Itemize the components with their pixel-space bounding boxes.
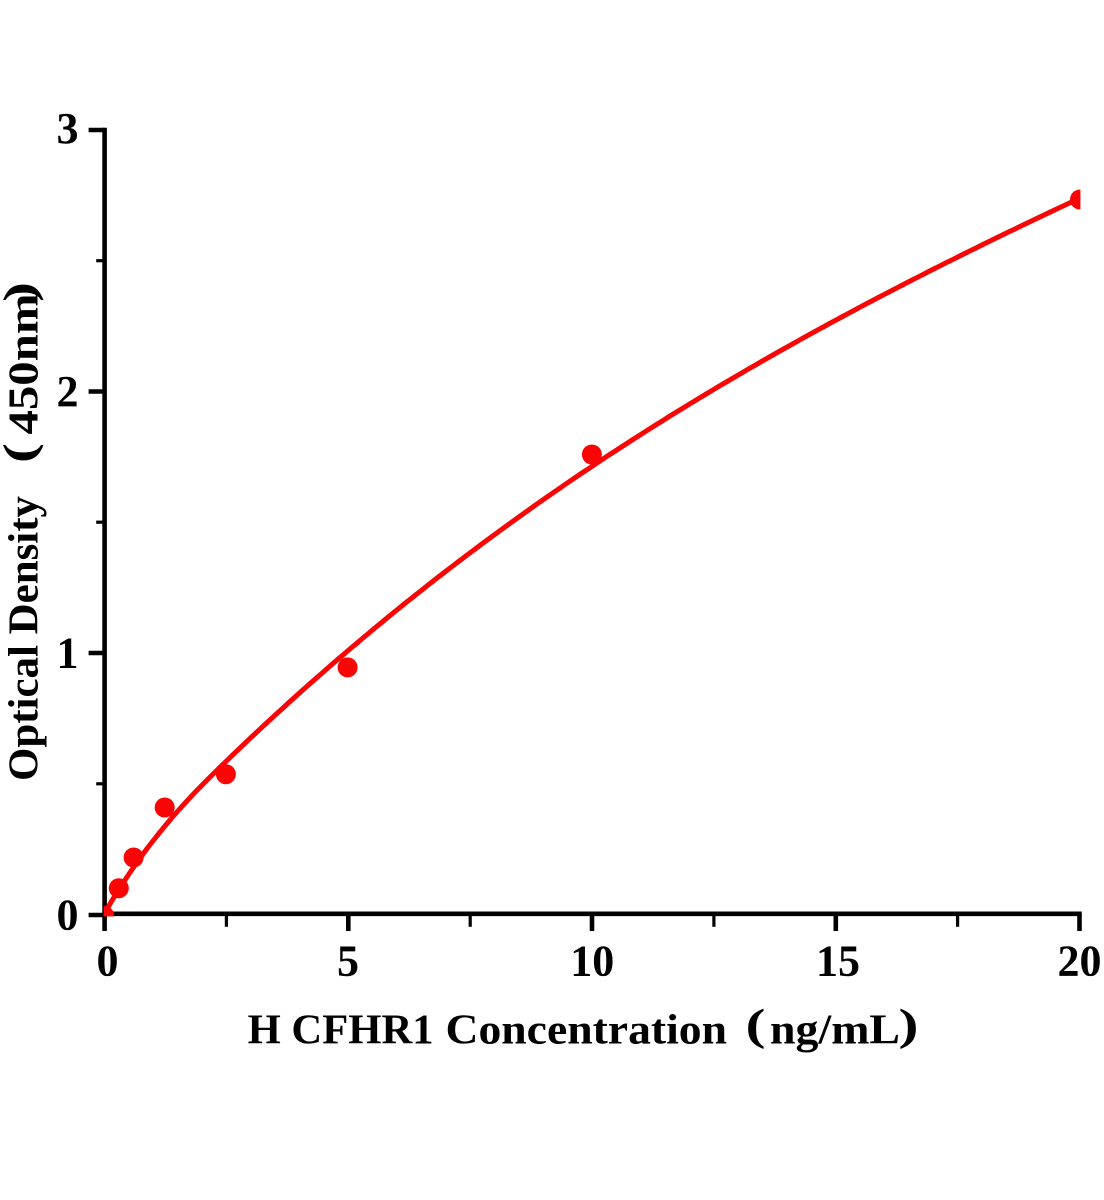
svg-text:ng/mL: ng/mL <box>770 1007 900 1054</box>
svg-text:15: 15 <box>816 937 860 986</box>
svg-text:(: ( <box>746 999 766 1049</box>
svg-text:0: 0 <box>57 891 79 940</box>
svg-text:H CFHR1: H CFHR1 <box>248 1007 434 1054</box>
svg-text:5: 5 <box>337 937 359 986</box>
svg-text:1: 1 <box>57 629 79 678</box>
svg-text:2: 2 <box>57 367 79 416</box>
svg-text:450nm: 450nm <box>1 294 48 435</box>
svg-text:): ) <box>899 999 919 1049</box>
svg-text:Concentration: Concentration <box>446 1007 728 1054</box>
svg-text:(: ( <box>0 443 44 463</box>
svg-text:): ) <box>0 282 44 302</box>
svg-text:Optical Density: Optical Density <box>1 496 48 781</box>
svg-text:10: 10 <box>570 937 614 986</box>
svg-text:0: 0 <box>97 937 119 986</box>
svg-text:20: 20 <box>1058 937 1102 986</box>
svg-text:3: 3 <box>57 104 79 153</box>
